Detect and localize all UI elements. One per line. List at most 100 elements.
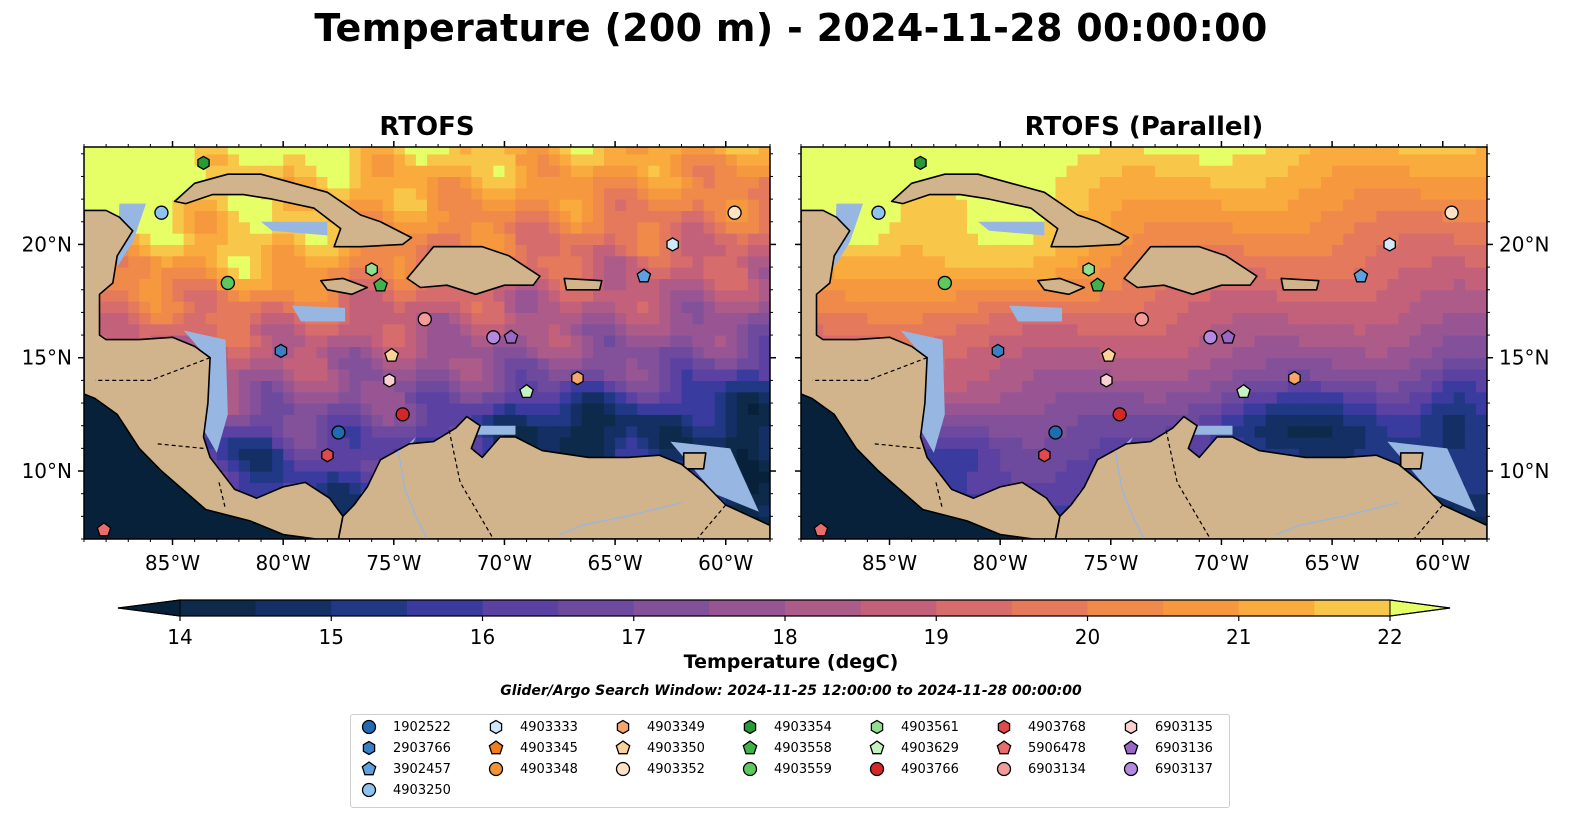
colorbar-segment [1087, 600, 1164, 616]
float-marker-4903349 [571, 370, 584, 386]
float-marker-4903561 [365, 262, 378, 277]
float-marker-4903350 [384, 347, 400, 362]
float-marker-2903766 [991, 343, 1005, 359]
legend-marker-hexagon-icon [997, 719, 1011, 735]
lat-tick-label: 20°N [1499, 232, 1549, 256]
colorbar-over-arrow [1389, 599, 1451, 617]
legend-label: 4903345 [520, 740, 578, 756]
legend-item-4903345: 4903345 [486, 738, 578, 758]
float-marker-4903766 [395, 407, 410, 422]
legend-item-4903629: 4903629 [867, 738, 959, 758]
legend-marker-hexagon-icon [743, 719, 757, 735]
lon-tick-label: 70°W [477, 551, 532, 575]
search-window-text: Glider/Argo Search Window: 2024-11-25 12… [500, 683, 1082, 699]
lon-tick-label: 75°W [1083, 551, 1138, 575]
legend-item-6903136: 6903136 [1121, 738, 1213, 758]
panel-title-rtofs-parallel: RTOFS (Parallel) [1024, 112, 1264, 142]
legend-marker-circle-icon [869, 761, 885, 777]
colorbar-segment [406, 600, 483, 616]
legend-label: 5906478 [1028, 740, 1086, 756]
legend-marker-hexagon-icon [489, 719, 503, 735]
lon-tick-label: 85°W [145, 551, 200, 575]
float-marker-6903137 [1203, 330, 1218, 345]
legend-item-4903768: 4903768 [994, 717, 1086, 737]
float-marker-6903136 [1220, 329, 1236, 344]
map-frame [800, 146, 1488, 540]
lat-tick-label: 10°N [22, 459, 72, 483]
legend-marker-pentagon-icon [869, 740, 885, 755]
float-marker-1902522 [1048, 425, 1063, 440]
legend-marker-pentagon-icon [615, 740, 631, 755]
float-marker-5906478 [813, 522, 829, 537]
float-marker-4903768 [321, 447, 334, 463]
float-marker-3902457 [636, 268, 652, 283]
legend-marker-hexagon-icon [616, 719, 630, 735]
legend-marker-hexagon-icon [870, 719, 884, 735]
float-marker-4903559 [937, 275, 952, 291]
float-marker-3902457 [1353, 268, 1369, 283]
colorbar-tick-label: 14 [167, 625, 192, 649]
legend-item-4903766: 4903766 [867, 759, 959, 779]
lon-tick-label: 65°W [587, 551, 642, 575]
float-marker-4903349 [1288, 370, 1301, 386]
legend-marker-pentagon-icon [1123, 740, 1139, 755]
float-marker-4903352 [1444, 205, 1459, 220]
lon-tick-label: 80°W [973, 551, 1028, 575]
legend-item-5906478: 5906478 [994, 738, 1086, 758]
legend-label: 4903349 [647, 719, 705, 735]
colorbar-segment [1011, 600, 1088, 616]
legend-item-4903352: 4903352 [613, 759, 705, 779]
float-marker-4903354 [914, 155, 927, 171]
legend-marker-circle-icon [361, 719, 377, 735]
legend-label: 2903766 [393, 740, 451, 756]
legend-label: 4903558 [774, 740, 832, 756]
colorbar-tick-label: 15 [319, 625, 344, 649]
colorbar-tick-label: 19 [924, 625, 949, 649]
lat-tick-label: 15°N [1499, 346, 1549, 370]
colorbar-label: Temperature (degC) [683, 651, 899, 673]
float-marker-4903629 [1236, 383, 1251, 399]
float-marker-4903559 [220, 275, 235, 291]
float-marker-4903561 [1082, 262, 1095, 277]
legend-marker-circle-icon [1123, 761, 1139, 777]
colorbar-segment [936, 600, 1013, 616]
legend-item-6903137: 6903137 [1121, 759, 1213, 779]
colorbar-segment [180, 600, 257, 616]
legend-label: 4903250 [393, 782, 451, 798]
chart-title: Temperature (200 m) - 2024-11-28 00:00:0… [314, 6, 1268, 50]
lon-tick-label: 60°W [698, 551, 753, 575]
float-marker-6903134 [417, 312, 432, 327]
legend-label: 3902457 [393, 761, 451, 777]
panel-title-rtofs: RTOFS [379, 112, 475, 142]
legend-label: 4903561 [901, 719, 959, 735]
float-marker-6903135 [383, 373, 396, 388]
colorbar-tick-label: 20 [1075, 625, 1100, 649]
float-marker-4903333 [666, 237, 679, 252]
lon-tick-label: 65°W [1304, 551, 1359, 575]
legend-marker-circle-icon [488, 761, 504, 777]
lon-tick-label: 85°W [862, 551, 917, 575]
float-marker-4903352 [727, 205, 742, 220]
legend-marker-pentagon-icon [742, 740, 758, 755]
legend-label: 4903333 [520, 719, 578, 735]
float-marker-6903137 [486, 330, 501, 345]
legend-item-6903135: 6903135 [1121, 717, 1213, 737]
legend-item-3902457: 3902457 [359, 759, 451, 779]
colorbar-segment [558, 600, 635, 616]
colorbar-segment [255, 600, 332, 616]
colorbar-under-arrow [117, 599, 181, 617]
float-marker-5906478 [96, 522, 112, 537]
lon-tick-label: 80°W [256, 551, 311, 575]
legend-item-4903250: 4903250 [359, 780, 451, 800]
legend-item-4903333: 4903333 [486, 717, 578, 737]
legend-item-6903134: 6903134 [994, 759, 1086, 779]
legend-item-2903766: 2903766 [359, 738, 451, 758]
legend-item-1902522: 1902522 [359, 717, 451, 737]
legend-item-4903559: 4903559 [740, 759, 832, 779]
colorbar-segment [1238, 600, 1315, 616]
lat-tick-label: 10°N [1499, 459, 1549, 483]
float-marker-4903350 [1101, 347, 1117, 362]
legend-marker-circle-icon [615, 761, 631, 777]
legend-label: 4903766 [901, 761, 959, 777]
legend-marker-circle-icon [361, 782, 377, 798]
